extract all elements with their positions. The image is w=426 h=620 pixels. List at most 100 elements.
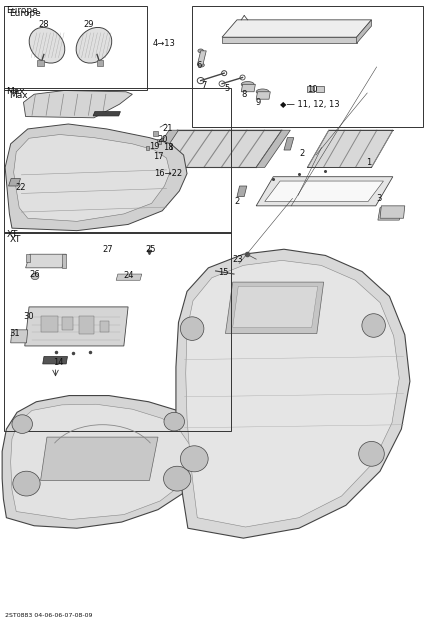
Ellipse shape bbox=[361, 314, 385, 337]
Text: 31: 31 bbox=[9, 329, 20, 338]
Text: 23: 23 bbox=[232, 255, 243, 264]
Ellipse shape bbox=[132, 274, 136, 279]
Text: Max: Max bbox=[6, 87, 25, 95]
Text: XT: XT bbox=[9, 235, 21, 244]
Text: 15: 15 bbox=[217, 268, 228, 277]
Text: 6: 6 bbox=[196, 61, 201, 69]
Text: 9: 9 bbox=[255, 98, 260, 107]
Ellipse shape bbox=[163, 466, 190, 491]
Text: Europe: Europe bbox=[9, 9, 41, 18]
Text: 14: 14 bbox=[53, 358, 64, 367]
Polygon shape bbox=[315, 86, 323, 92]
Text: 29: 29 bbox=[83, 20, 94, 29]
Text: 5: 5 bbox=[224, 84, 229, 92]
Bar bbox=[157, 139, 161, 144]
Ellipse shape bbox=[31, 273, 39, 280]
Text: 21: 21 bbox=[162, 124, 173, 133]
Text: ◆— 11, 12, 13: ◆— 11, 12, 13 bbox=[279, 100, 339, 108]
Polygon shape bbox=[9, 179, 20, 186]
Text: 25: 25 bbox=[145, 245, 155, 254]
Bar bbox=[96, 60, 103, 66]
Polygon shape bbox=[222, 37, 356, 43]
Bar bbox=[62, 317, 72, 330]
Polygon shape bbox=[256, 177, 392, 206]
Ellipse shape bbox=[12, 415, 32, 433]
Polygon shape bbox=[151, 130, 281, 167]
Polygon shape bbox=[185, 260, 398, 527]
Ellipse shape bbox=[198, 49, 203, 53]
Text: 30: 30 bbox=[23, 312, 34, 321]
Ellipse shape bbox=[29, 27, 65, 63]
Polygon shape bbox=[11, 404, 192, 520]
Ellipse shape bbox=[213, 270, 217, 273]
Ellipse shape bbox=[126, 274, 130, 279]
Text: 28: 28 bbox=[38, 20, 49, 29]
Polygon shape bbox=[307, 130, 392, 167]
Bar bbox=[79, 316, 94, 334]
Bar bbox=[153, 131, 158, 136]
Ellipse shape bbox=[164, 412, 184, 431]
Polygon shape bbox=[236, 186, 246, 197]
Text: 19: 19 bbox=[148, 142, 159, 151]
Polygon shape bbox=[14, 135, 170, 221]
Text: 4→13: 4→13 bbox=[153, 39, 176, 48]
Polygon shape bbox=[43, 356, 67, 364]
Bar bbox=[4, 88, 230, 232]
Polygon shape bbox=[11, 330, 28, 343]
Polygon shape bbox=[377, 208, 400, 220]
Ellipse shape bbox=[198, 63, 204, 67]
Bar bbox=[40, 316, 58, 332]
Ellipse shape bbox=[358, 441, 383, 466]
Text: XT: XT bbox=[6, 231, 18, 239]
Text: 1: 1 bbox=[168, 144, 173, 151]
Text: Europe: Europe bbox=[6, 6, 38, 15]
Text: 24: 24 bbox=[123, 272, 133, 280]
Polygon shape bbox=[176, 249, 409, 538]
Text: 20: 20 bbox=[157, 135, 167, 144]
Text: 10: 10 bbox=[307, 86, 317, 94]
Text: 17: 17 bbox=[153, 152, 163, 161]
Bar bbox=[4, 6, 147, 90]
Text: Max: Max bbox=[9, 91, 28, 100]
Polygon shape bbox=[25, 307, 128, 346]
Ellipse shape bbox=[180, 317, 204, 340]
Bar bbox=[146, 146, 149, 150]
Bar bbox=[100, 321, 109, 332]
Polygon shape bbox=[306, 86, 314, 92]
Text: 18: 18 bbox=[163, 143, 173, 152]
Bar bbox=[192, 6, 422, 127]
Text: 26: 26 bbox=[29, 270, 40, 278]
Polygon shape bbox=[144, 130, 178, 167]
Polygon shape bbox=[197, 51, 206, 65]
Polygon shape bbox=[256, 92, 270, 99]
Text: 2: 2 bbox=[233, 197, 239, 206]
Polygon shape bbox=[26, 254, 30, 262]
Polygon shape bbox=[264, 181, 383, 202]
Text: 2: 2 bbox=[298, 149, 303, 158]
Bar bbox=[37, 60, 44, 66]
Text: 2ST0883 04-06-06-07-08-09: 2ST0883 04-06-06-07-08-09 bbox=[5, 613, 92, 618]
Ellipse shape bbox=[76, 27, 112, 63]
Polygon shape bbox=[2, 396, 204, 528]
Polygon shape bbox=[283, 138, 293, 150]
Polygon shape bbox=[232, 286, 317, 327]
Polygon shape bbox=[256, 130, 290, 167]
Polygon shape bbox=[26, 254, 66, 268]
Text: 27: 27 bbox=[102, 245, 113, 254]
Ellipse shape bbox=[13, 471, 40, 496]
Text: 22: 22 bbox=[15, 183, 26, 192]
Polygon shape bbox=[93, 112, 120, 116]
Polygon shape bbox=[5, 124, 187, 231]
Text: 7: 7 bbox=[201, 81, 207, 90]
Ellipse shape bbox=[180, 446, 208, 472]
Bar bbox=[4, 232, 230, 431]
Ellipse shape bbox=[16, 334, 21, 339]
Polygon shape bbox=[241, 84, 255, 92]
Polygon shape bbox=[225, 282, 323, 334]
Polygon shape bbox=[62, 254, 66, 268]
Polygon shape bbox=[356, 20, 371, 43]
Ellipse shape bbox=[241, 82, 253, 87]
Polygon shape bbox=[23, 91, 132, 118]
Text: 3: 3 bbox=[376, 194, 381, 203]
Polygon shape bbox=[222, 20, 371, 37]
